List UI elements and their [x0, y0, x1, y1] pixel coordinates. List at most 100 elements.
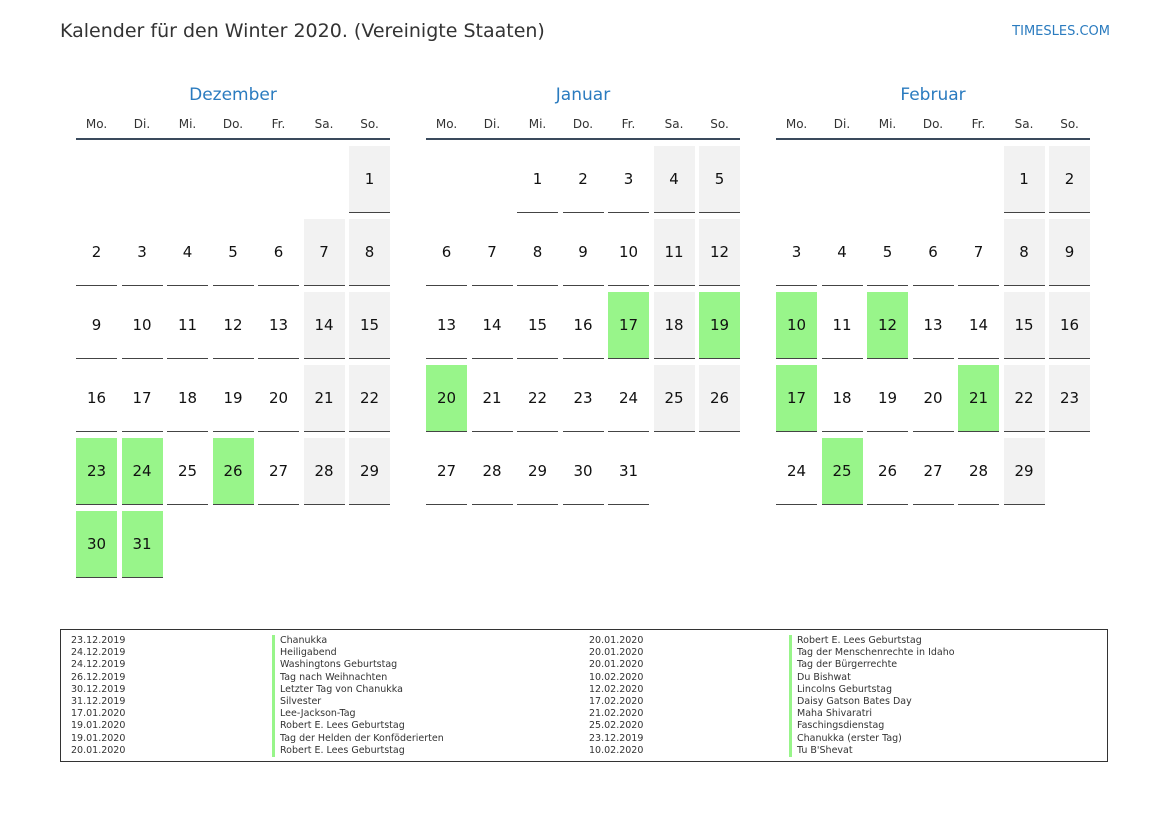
- day-cell[interactable]: 20: [258, 365, 299, 432]
- holiday-day-cell[interactable]: 25: [821, 438, 863, 505]
- day-cell[interactable]: 7: [471, 219, 513, 286]
- day-cell[interactable]: 6: [426, 219, 467, 286]
- day-cell[interactable]: 28: [958, 438, 999, 505]
- day-cell[interactable]: 2: [1049, 146, 1090, 213]
- holiday-name: Tag der Menschenrechte in Idaho: [789, 647, 955, 660]
- day-cell[interactable]: 13: [426, 292, 467, 359]
- day-cell[interactable]: 14: [303, 292, 345, 359]
- day-cell[interactable]: 10: [608, 219, 649, 286]
- day-cell[interactable]: 30: [562, 438, 604, 505]
- holiday-day-cell[interactable]: 30: [76, 511, 117, 578]
- day-cell[interactable]: 16: [562, 292, 604, 359]
- day-cell[interactable]: 22: [517, 365, 558, 432]
- day-cell[interactable]: 9: [562, 219, 604, 286]
- day-cell[interactable]: 6: [258, 219, 299, 286]
- weekday-label: So.: [360, 117, 379, 131]
- empty-cell: [472, 146, 513, 213]
- holiday-dates-right: 20.01.2020 20.01.2020 20.01.2020 10.02.2020…: [589, 635, 709, 757]
- day-cell[interactable]: 9: [1049, 219, 1090, 286]
- day-cell[interactable]: 1: [1003, 146, 1045, 213]
- day-cell[interactable]: 15: [517, 292, 558, 359]
- day-cell[interactable]: 3: [121, 219, 163, 286]
- day-cell[interactable]: 29: [349, 438, 390, 505]
- holiday-day-cell[interactable]: 19: [699, 292, 740, 359]
- day-cell[interactable]: 29: [1003, 438, 1045, 505]
- holiday-day-cell[interactable]: 23: [76, 438, 117, 505]
- holiday-day-cell[interactable]: 21: [958, 365, 999, 432]
- day-cell[interactable]: 24: [608, 365, 649, 432]
- day-cell[interactable]: 22: [349, 365, 390, 432]
- day-cell[interactable]: 21: [303, 365, 345, 432]
- day-cell[interactable]: 7: [958, 219, 999, 286]
- day-cell[interactable]: 14: [958, 292, 999, 359]
- day-cell[interactable]: 2: [76, 219, 117, 286]
- day-cell[interactable]: 16: [1049, 292, 1090, 359]
- day-cell[interactable]: 18: [821, 365, 863, 432]
- holiday-name: Silvester: [272, 695, 444, 709]
- day-cell[interactable]: 23: [1049, 365, 1090, 432]
- day-cell[interactable]: 27: [258, 438, 299, 505]
- holiday-day-cell[interactable]: 10: [776, 292, 817, 359]
- day-cell[interactable]: 4: [653, 146, 695, 213]
- day-cell[interactable]: 17: [121, 365, 163, 432]
- day-cell[interactable]: 6: [912, 219, 954, 286]
- day-cell[interactable]: 1: [349, 146, 390, 213]
- day-cell[interactable]: 31: [608, 438, 649, 505]
- day-cell[interactable]: 16: [76, 365, 117, 432]
- day-cell[interactable]: 18: [167, 365, 208, 432]
- day-cell[interactable]: 11: [821, 292, 863, 359]
- day-cell[interactable]: 10: [121, 292, 163, 359]
- day-cell[interactable]: 3: [776, 219, 817, 286]
- day-cell[interactable]: 5: [699, 146, 740, 213]
- day-cell[interactable]: 8: [349, 219, 390, 286]
- day-cell[interactable]: 13: [912, 292, 954, 359]
- day-cell[interactable]: 12: [212, 292, 254, 359]
- day-cell[interactable]: 3: [608, 146, 649, 213]
- holiday-date: 10.02.2020: [589, 744, 644, 756]
- day-cell[interactable]: 4: [167, 219, 208, 286]
- day-cell[interactable]: 12: [699, 219, 740, 286]
- day-cell[interactable]: 15: [349, 292, 390, 359]
- day-cell[interactable]: 27: [426, 438, 467, 505]
- site-link[interactable]: TIMESLES.COM: [1012, 24, 1110, 39]
- day-cell[interactable]: 27: [912, 438, 954, 505]
- day-cell[interactable]: 5: [867, 219, 908, 286]
- day-cell[interactable]: 25: [167, 438, 208, 505]
- day-cell[interactable]: 14: [471, 292, 513, 359]
- day-cell[interactable]: 8: [1003, 219, 1045, 286]
- day-cell[interactable]: 11: [653, 219, 695, 286]
- day-cell[interactable]: 18: [653, 292, 695, 359]
- holiday-day-cell[interactable]: 17: [776, 365, 817, 432]
- day-cell[interactable]: 7: [303, 219, 345, 286]
- day-cell[interactable]: 9: [76, 292, 117, 359]
- day-cell[interactable]: 28: [471, 438, 513, 505]
- day-cell[interactable]: 20: [912, 365, 954, 432]
- holiday-day-cell[interactable]: 20: [426, 365, 467, 432]
- day-cell[interactable]: 26: [699, 365, 740, 432]
- day-cell[interactable]: 29: [517, 438, 558, 505]
- holiday-day-cell[interactable]: 26: [212, 438, 254, 505]
- day-cell[interactable]: 2: [562, 146, 604, 213]
- day-cell[interactable]: 28: [303, 438, 345, 505]
- day-cell[interactable]: 26: [867, 438, 908, 505]
- day-cell[interactable]: 24: [776, 438, 817, 505]
- day-cell[interactable]: 8: [517, 219, 558, 286]
- day-cell[interactable]: 4: [821, 219, 863, 286]
- day-cell[interactable]: 23: [562, 365, 604, 432]
- holiday-day-cell[interactable]: 31: [121, 511, 163, 578]
- holiday-day-cell[interactable]: 12: [867, 292, 908, 359]
- day-grid: 1 2 3 4 5 6 7 8 9 10 11 12 13 14 15 16 17 18 19 20 21 22 23 24 2…: [76, 146, 390, 578]
- holiday-day-cell[interactable]: 24: [121, 438, 163, 505]
- day-cell[interactable]: 25: [653, 365, 695, 432]
- day-cell[interactable]: 15: [1003, 292, 1045, 359]
- day-cell[interactable]: 21: [471, 365, 513, 432]
- weekday-label: Mi.: [878, 117, 897, 131]
- holiday-day-cell[interactable]: 17: [608, 292, 649, 359]
- day-cell[interactable]: 19: [867, 365, 908, 432]
- day-cell[interactable]: 5: [212, 219, 254, 286]
- day-cell[interactable]: 1: [517, 146, 558, 213]
- day-cell[interactable]: 11: [167, 292, 208, 359]
- day-cell[interactable]: 13: [258, 292, 299, 359]
- day-cell[interactable]: 22: [1003, 365, 1045, 432]
- day-cell[interactable]: 19: [212, 365, 254, 432]
